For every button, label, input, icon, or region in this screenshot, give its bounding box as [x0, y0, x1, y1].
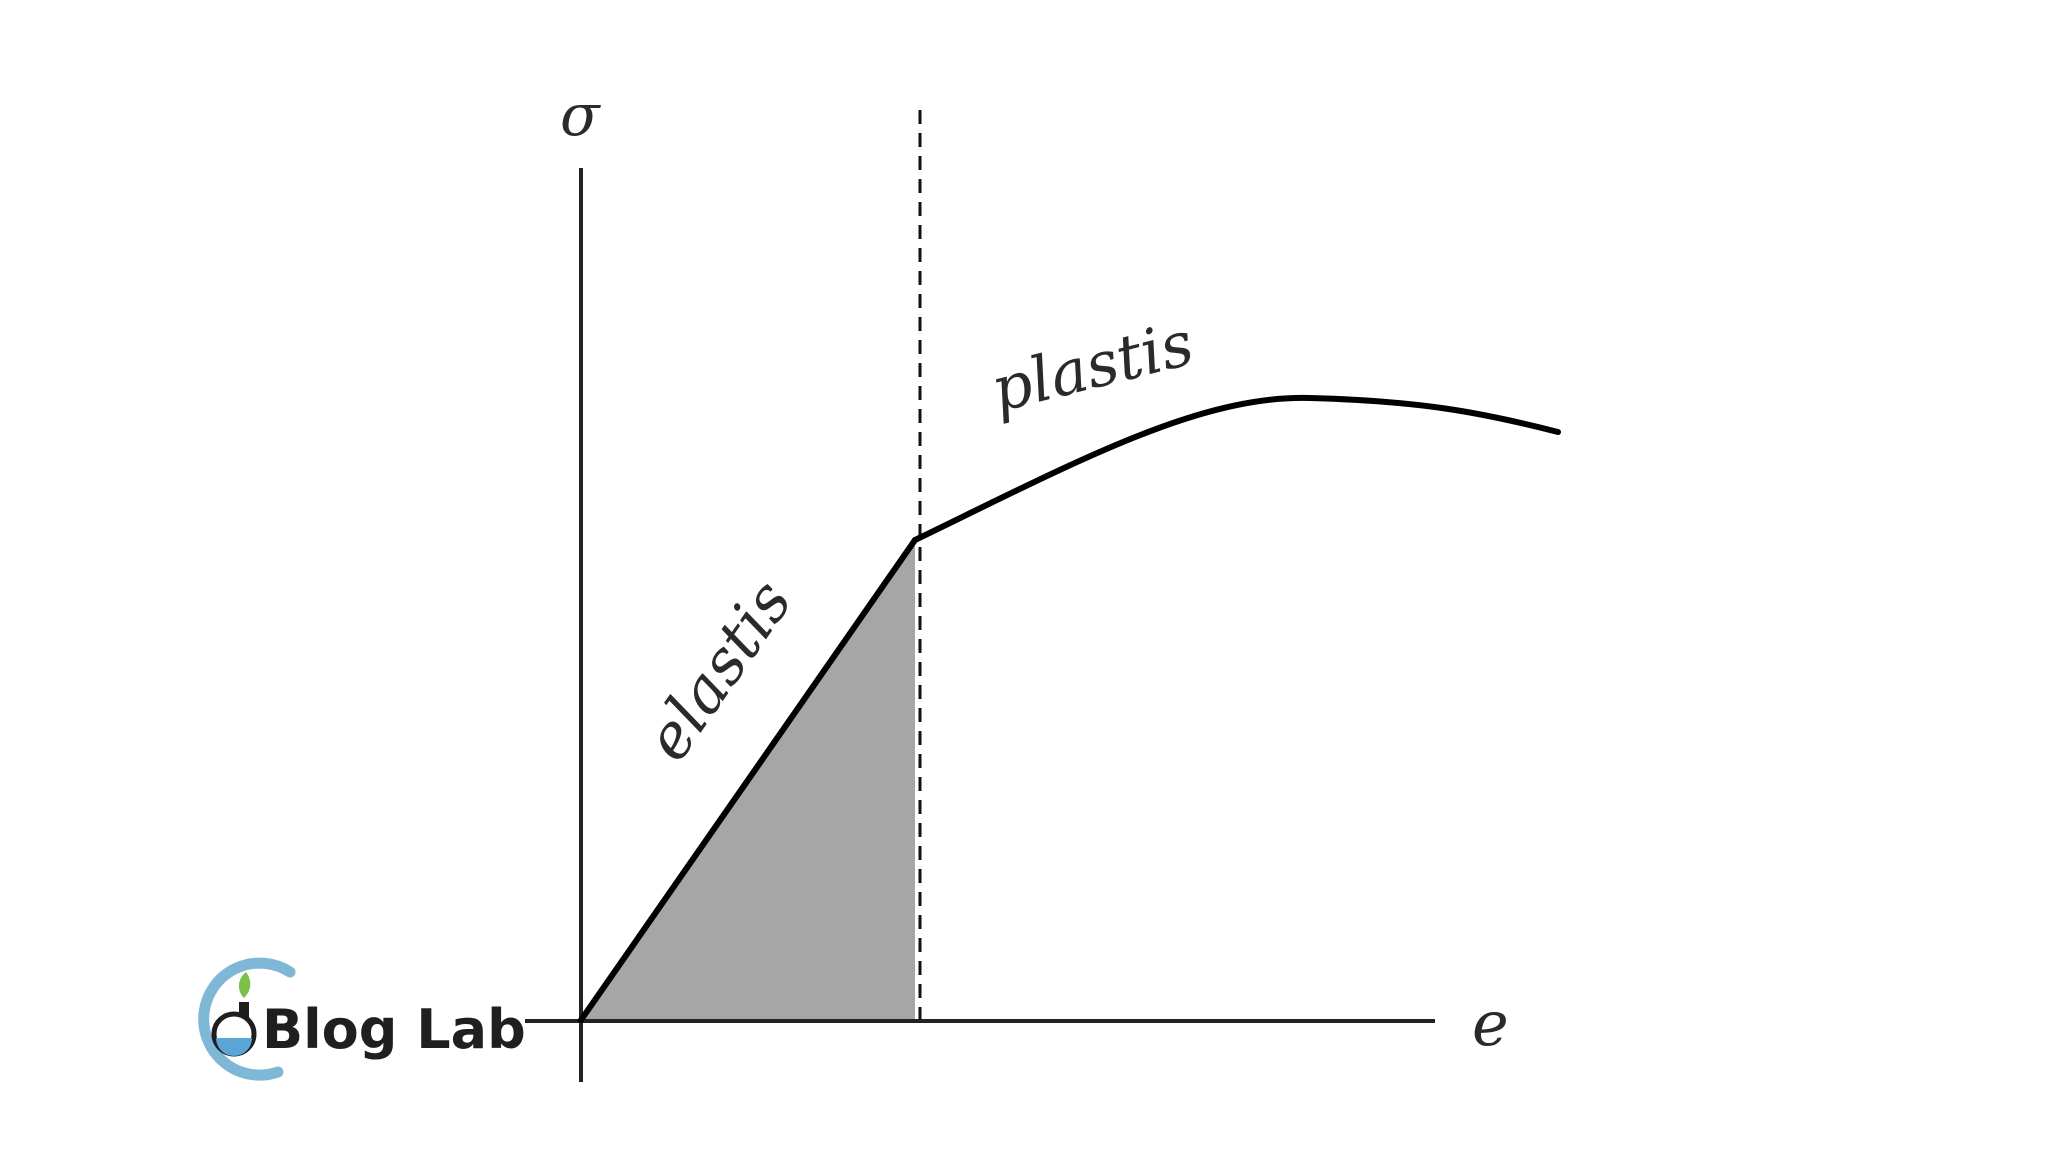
- logo-ring-icon: [198, 957, 296, 1081]
- x-axis-label: e: [1472, 987, 1509, 1060]
- y-axis-label: σ: [560, 81, 601, 149]
- blog-lab-logo: Blog Lab: [198, 957, 526, 1081]
- logo-text: Blog Lab: [262, 998, 526, 1061]
- elastic-curve: [578, 537, 918, 1023]
- flask-icon: [211, 972, 257, 1057]
- leaf-icon: [238, 972, 251, 998]
- plastic-label: plastis: [984, 306, 1200, 426]
- plastic-curve: [912, 394, 1561, 543]
